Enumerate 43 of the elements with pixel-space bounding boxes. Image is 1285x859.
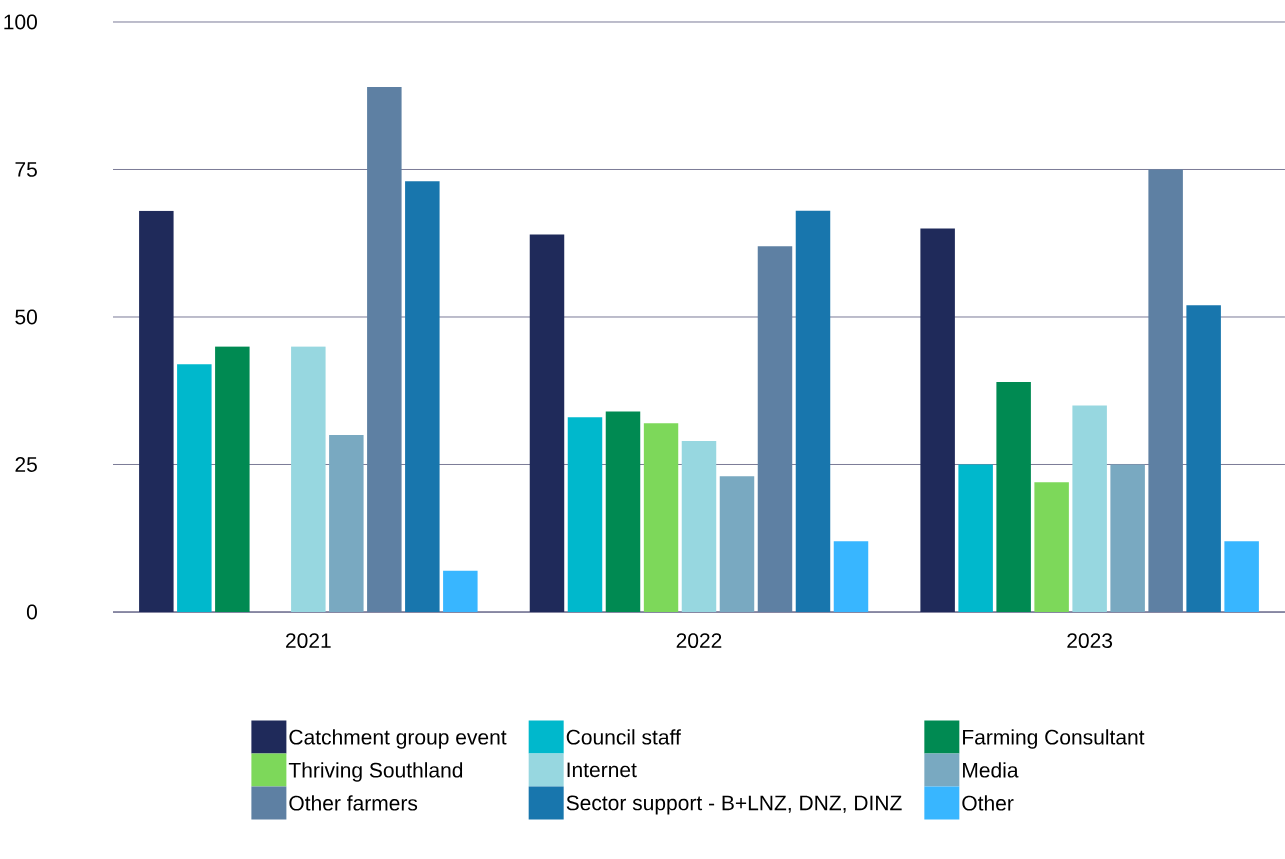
bar [1186, 305, 1221, 612]
x-tick-label: 2022 [676, 633, 722, 649]
bar [443, 570, 478, 612]
bar [958, 464, 993, 612]
bar [719, 476, 755, 612]
bar [920, 228, 955, 612]
legend-label: Farming Consultant [963, 729, 1145, 749]
legend-label: Catchment group event [289, 729, 507, 749]
y-tick-label: 0 [26, 604, 37, 620]
legend-label: Internet [567, 762, 637, 778]
bar [567, 417, 603, 612]
y-tick-label: 50 [15, 309, 37, 325]
legend-label: Council staff [566, 729, 681, 745]
bar [329, 434, 364, 612]
legend-label: Sector support - B+LNZ, DNZ, DINZ [566, 795, 902, 815]
legend-label: Other farmers [289, 795, 418, 811]
bar [367, 86, 402, 612]
bar [1148, 169, 1183, 612]
bar [643, 423, 679, 612]
bar [1110, 464, 1145, 612]
bar [795, 210, 831, 612]
y-tick-label: 100 [4, 14, 37, 30]
bar [1072, 405, 1107, 612]
bar [215, 346, 250, 612]
bar [833, 541, 869, 612]
bar [605, 411, 641, 612]
legend-label: Other [962, 795, 1014, 811]
bar [757, 246, 793, 612]
bar [291, 346, 326, 612]
bar [529, 234, 565, 612]
bar [1034, 482, 1069, 612]
legend-label: Thriving Southland [288, 762, 463, 782]
legend-label: Media [963, 762, 1019, 778]
x-tick-label: 2021 [286, 633, 331, 649]
x-tick-label: 2023 [1067, 633, 1113, 649]
bar [996, 381, 1031, 612]
bar [1224, 541, 1259, 612]
y-tick-label: 25 [15, 457, 37, 472]
y-tick-label: 75 [15, 162, 37, 177]
bar [139, 210, 174, 612]
bar [177, 364, 212, 612]
bar [405, 181, 440, 612]
bar [681, 440, 717, 612]
